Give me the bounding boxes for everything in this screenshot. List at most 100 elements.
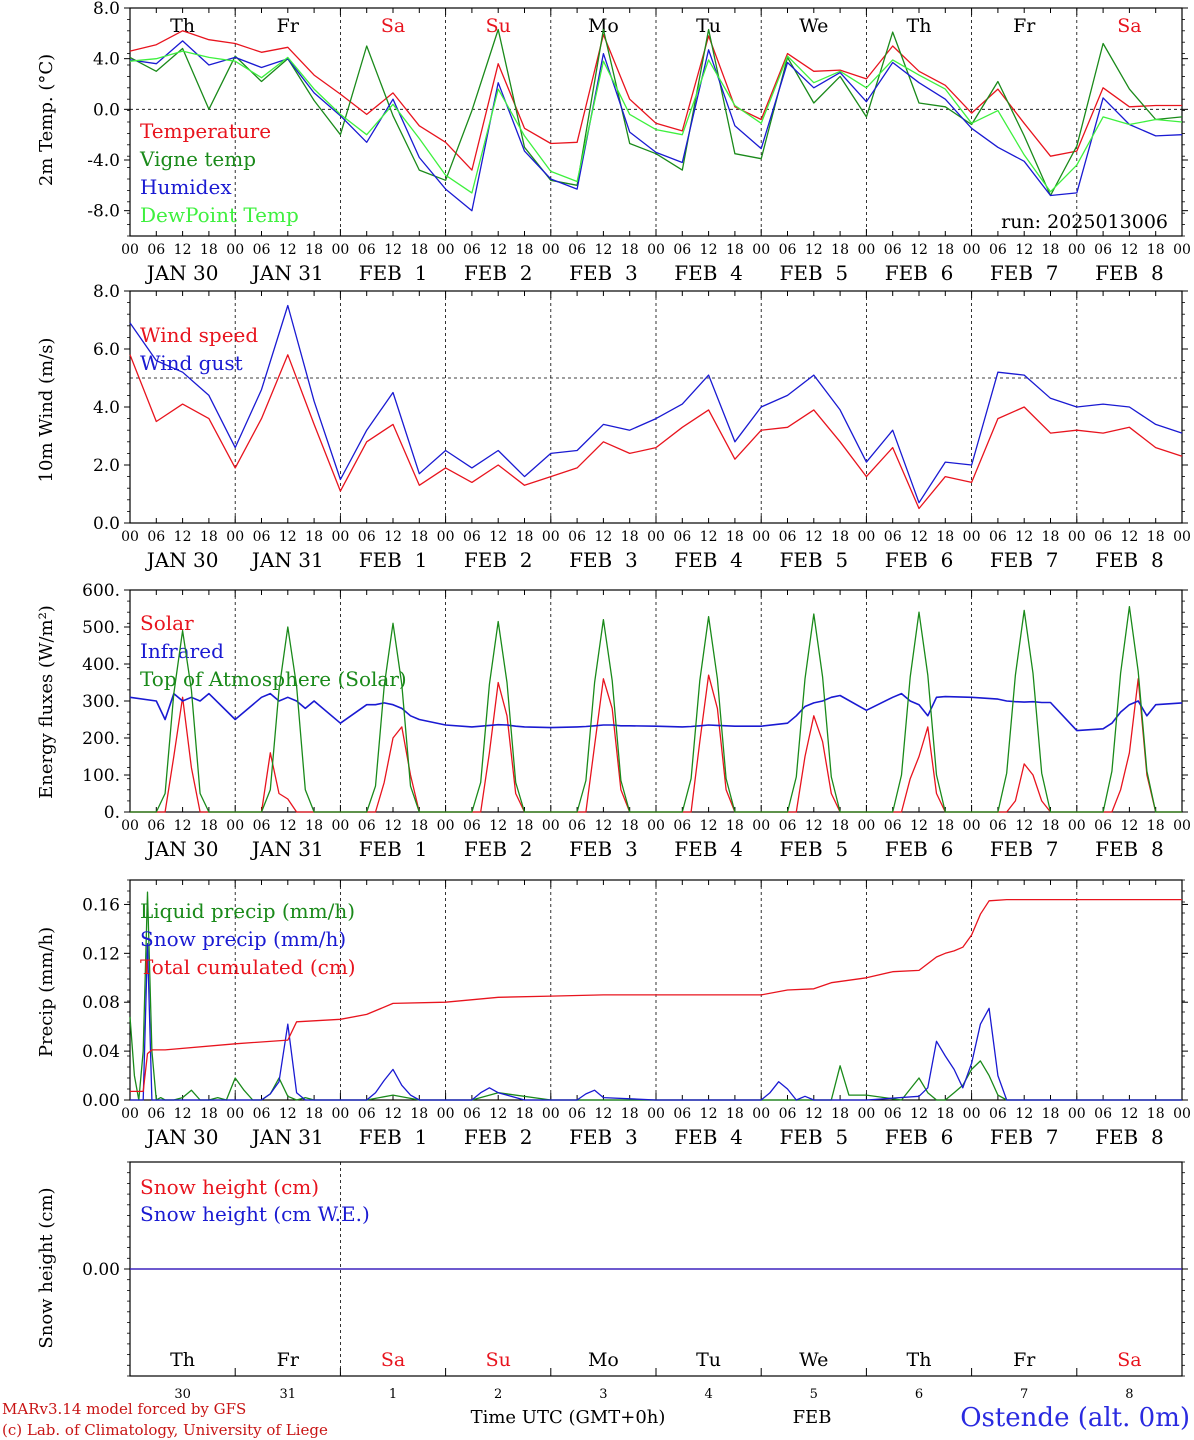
hour-tick-label: 06 — [779, 818, 797, 834]
hour-tick-label: 00 — [857, 242, 875, 258]
hour-tick-label: 12 — [279, 242, 297, 258]
hour-tick-label: 06 — [463, 818, 481, 834]
hour-tick-label: 06 — [463, 1106, 481, 1122]
date-label: FEB 4 — [674, 1125, 743, 1149]
weekday-label: Sa — [381, 15, 405, 37]
hour-tick-label: 18 — [831, 1106, 849, 1122]
hour-tick-label: 06 — [884, 818, 902, 834]
legend-entry: Wind speed — [140, 323, 258, 347]
day-number-label: 30 — [174, 1387, 191, 1402]
weekday-label: Th — [170, 1349, 195, 1371]
date-label: FEB 7 — [990, 261, 1059, 285]
station-label: Ostende (alt. 0m) — [960, 1403, 1190, 1433]
hour-tick-label: 06 — [253, 1106, 271, 1122]
hour-tick-label: 06 — [884, 242, 902, 258]
weekday-label: Th — [907, 15, 932, 37]
hour-tick-label: 00 — [226, 529, 244, 545]
hour-tick-label: 12 — [489, 818, 507, 834]
hour-tick-label: 18 — [621, 242, 639, 258]
date-label: FEB 7 — [990, 548, 1059, 572]
hour-tick-label: 06 — [673, 1106, 691, 1122]
y-axis-label: 2m Temp. (°C) — [36, 54, 57, 186]
month-label: FEB — [793, 1407, 832, 1428]
hour-tick-label: 12 — [805, 242, 823, 258]
hour-tick-label: 12 — [174, 529, 192, 545]
hour-tick-label: 12 — [279, 1106, 297, 1122]
hour-tick-label: 12 — [910, 242, 928, 258]
y-tick-label: 0.12 — [82, 944, 120, 964]
hour-tick-label: 00 — [226, 818, 244, 834]
hour-tick-label: 12 — [174, 818, 192, 834]
hour-tick-label: 18 — [305, 242, 323, 258]
date-label: FEB 1 — [359, 548, 428, 572]
legend-entry: Solar — [140, 611, 194, 635]
hour-tick-label: 00 — [542, 242, 560, 258]
weekday-label: Mo — [588, 15, 619, 37]
day-number-label: 1 — [389, 1387, 397, 1402]
hour-tick-label: 06 — [673, 529, 691, 545]
hour-tick-label: 00 — [121, 818, 139, 834]
y-tick-label: -8.0 — [87, 202, 120, 222]
date-label: JAN 31 — [250, 1125, 324, 1149]
hour-tick-label: 12 — [1015, 529, 1033, 545]
date-label: FEB 5 — [779, 837, 848, 861]
series-line-3 — [130, 605, 1182, 813]
hour-tick-label: 18 — [936, 818, 954, 834]
date-label: FEB 2 — [464, 261, 533, 285]
legend-entry: Humidex — [140, 175, 232, 199]
hour-tick-label: 00 — [331, 1106, 349, 1122]
weekday-label: Su — [486, 1349, 511, 1371]
chart-panel-3: 600. 500. 400. 300. 200. 100. 0. Energy fluxes … — [36, 581, 1191, 861]
date-label: FEB 6 — [885, 837, 954, 861]
day-number-label: 8 — [1125, 1387, 1133, 1402]
date-label: FEB 3 — [569, 837, 638, 861]
hour-tick-label: 00 — [963, 818, 981, 834]
legend-entry: Total cumulated (cm) — [140, 955, 356, 979]
hour-tick-label: 06 — [779, 529, 797, 545]
y-tick-label: 2.0 — [93, 456, 120, 476]
y-tick-label: 6.0 — [93, 340, 120, 360]
day-number-label: 31 — [280, 1387, 297, 1402]
hour-tick-label: 12 — [1120, 1106, 1138, 1122]
chart-panel-4: 0.16 0.12 0.08 0.04 0.00 Precip (mm/h) 00 06 12 1… — [36, 879, 1191, 1149]
hour-tick-label: 06 — [253, 818, 271, 834]
hour-tick-label: 06 — [463, 529, 481, 545]
legend-entry: Wind gust — [140, 351, 243, 375]
hour-tick-label: 18 — [516, 242, 534, 258]
y-tick-label: 300. — [82, 692, 120, 712]
date-label: FEB 8 — [1095, 1125, 1164, 1149]
hour-tick-label: 12 — [489, 242, 507, 258]
hour-tick-label: 00 — [331, 242, 349, 258]
hour-tick-label: 00 — [647, 1106, 665, 1122]
hour-tick-label: 00 — [437, 1106, 455, 1122]
y-tick-label: 500. — [82, 618, 120, 638]
y-tick-label: 0.08 — [82, 993, 120, 1013]
hour-tick-label: 00 — [857, 1106, 875, 1122]
hour-tick-label: 12 — [910, 1106, 928, 1122]
date-label: JAN 30 — [145, 548, 219, 572]
hour-tick-label: 18 — [1147, 529, 1165, 545]
y-tick-label: 0.00 — [82, 1091, 120, 1111]
hour-tick-label: 00 — [752, 1106, 770, 1122]
hour-tick-label: 06 — [358, 529, 376, 545]
hour-tick-label: 06 — [1094, 242, 1112, 258]
hour-tick-label: 06 — [779, 242, 797, 258]
hour-tick-label: 06 — [147, 1106, 165, 1122]
weekday-label: Fr — [1013, 15, 1036, 37]
y-tick-label: 8.0 — [93, 282, 120, 302]
hour-tick-label: 18 — [410, 242, 428, 258]
hour-tick-label: 00 — [1173, 529, 1191, 545]
hour-tick-label: 00 — [437, 242, 455, 258]
hour-tick-label: 12 — [594, 242, 612, 258]
date-label: FEB 6 — [885, 548, 954, 572]
hour-tick-label: 12 — [1120, 242, 1138, 258]
hour-tick-label: 06 — [358, 242, 376, 258]
hour-tick-label: 12 — [700, 818, 718, 834]
date-label: FEB 8 — [1095, 837, 1164, 861]
time-axis-label: Time UTC (GMT+0h) — [471, 1407, 666, 1428]
weekday-label: Su — [486, 15, 511, 37]
legend-entry: Snow height (cm W.E.) — [140, 1202, 370, 1226]
weekday-label: We — [799, 15, 828, 37]
run-label: run: 2025013006 — [1001, 211, 1168, 233]
hour-tick-label: 06 — [358, 1106, 376, 1122]
